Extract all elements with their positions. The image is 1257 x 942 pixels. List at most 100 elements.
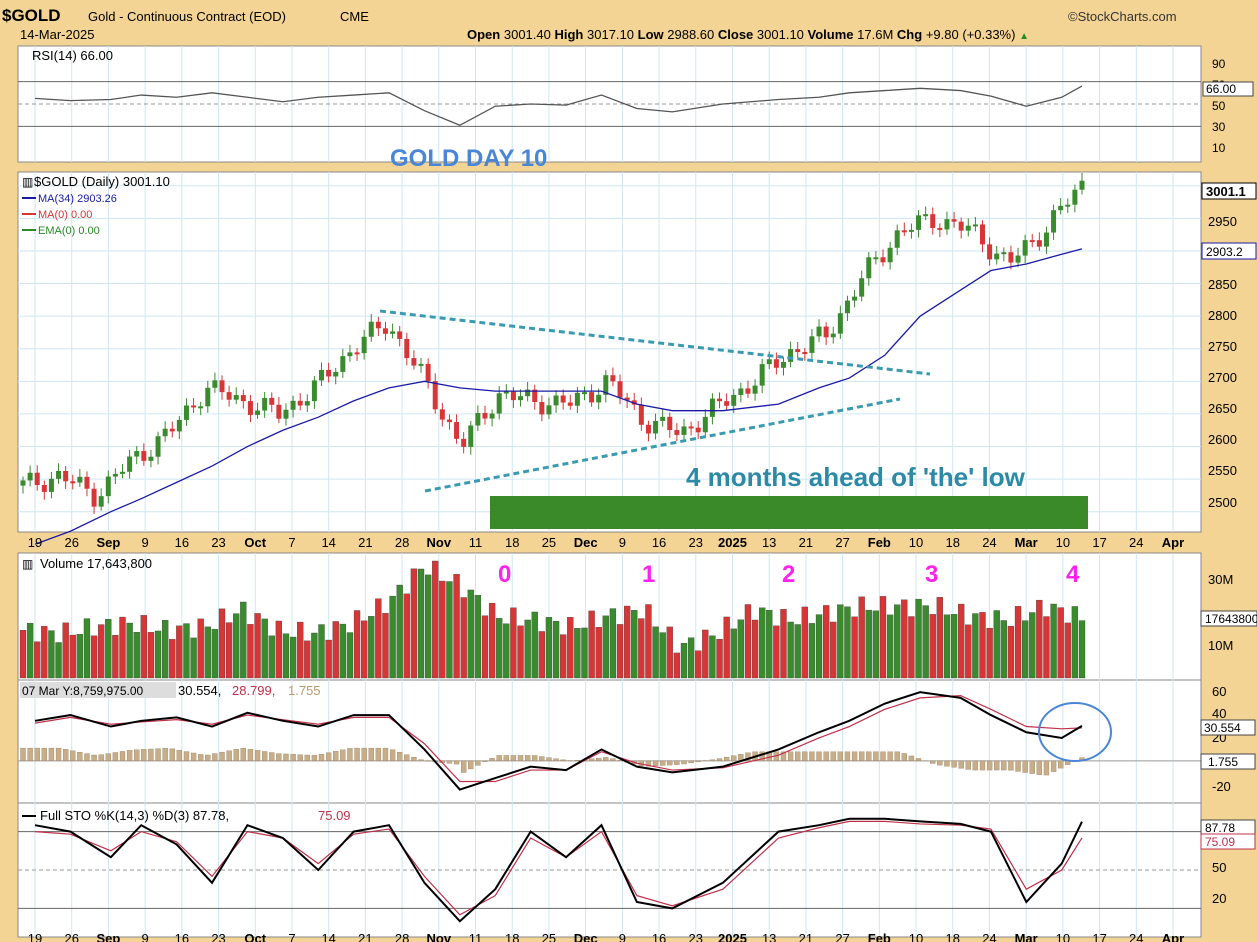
x-tick-label: 9: [619, 535, 626, 550]
macd-chart: [18, 691, 1201, 791]
low-value: 2988.60: [667, 27, 715, 42]
volume-tick: 10M: [1208, 638, 1233, 653]
volume-bar: [709, 635, 716, 679]
macd-hist-bar: [1008, 760, 1014, 771]
cycle-label-1: 1: [642, 561, 655, 588]
price-chart: [20, 173, 1085, 545]
candle-body: [70, 481, 76, 484]
candle-body: [901, 230, 907, 233]
volume-bar: [723, 616, 730, 679]
volume-bar: [1007, 625, 1015, 679]
x-tick-label: 19: [28, 535, 42, 550]
x-tick-label: Feb: [868, 931, 891, 942]
candle-body: [34, 472, 40, 486]
x-tick-label: 9: [142, 931, 149, 942]
ma-value-box: [1201, 242, 1257, 260]
x-tick-label: 26: [64, 535, 78, 550]
close-value: 3001.10: [756, 27, 804, 42]
macd-hist-bar: [823, 751, 829, 762]
macd-hist-bar: [880, 751, 886, 762]
candle-body: [660, 416, 666, 421]
x-tick-label: 16: [652, 931, 666, 942]
cycle-label-4: 4: [1066, 561, 1080, 588]
rsi-value-box: [1202, 81, 1254, 97]
resistance-trendline: [379, 309, 931, 376]
volume-bar: [943, 614, 951, 679]
macd-hist-bar: [240, 748, 246, 762]
macd-tick: -20: [1212, 779, 1231, 794]
volume-bar: [759, 607, 766, 679]
candle-body: [198, 406, 204, 409]
x-axis-top: 19 26 Sep 9 16 23 Oct 7 14 21 28 Nov 11 18 25 Dec 9 16 23 2…: [28, 535, 1184, 550]
macd-hist-bar: [958, 760, 964, 769]
macd-hist-bar: [979, 760, 986, 771]
candle-body: [226, 392, 232, 400]
macd-hist-bar: [645, 760, 652, 767]
macd-hist-bar: [546, 757, 552, 762]
ma34-line: [34, 248, 1083, 545]
volume-bar: [190, 637, 197, 679]
volume-bar: [965, 624, 972, 679]
volume-bar: [318, 624, 325, 679]
volume-bar: [531, 611, 538, 679]
macd-value-label: 30.554,: [178, 683, 221, 698]
stochastic-chart: [18, 817, 1201, 923]
macd-hist-bar: [20, 747, 26, 762]
volume-bar: [822, 605, 830, 679]
volume-bar: [908, 616, 915, 679]
volume-bar: [1036, 599, 1043, 679]
volume-bar: [112, 635, 119, 679]
macd-hist-bar: [34, 747, 40, 762]
volume-bar: [496, 618, 503, 679]
macd-hist-bar: [588, 758, 595, 762]
macd-hist-bar: [716, 758, 723, 762]
x-tick-label: Sep: [96, 931, 120, 942]
candle-body: [873, 257, 879, 260]
volume-bar: [254, 613, 261, 679]
candle-body: [994, 253, 1000, 260]
macd-hist-bar: [126, 750, 133, 762]
macd-hist-bar: [503, 755, 509, 762]
ma-value: 2903.2: [1206, 245, 1243, 259]
volume-bar: [695, 650, 702, 679]
volume-bar: [410, 568, 418, 679]
volume-bar: [396, 584, 403, 679]
low-label: Low: [637, 27, 664, 42]
candle-body: [368, 321, 374, 337]
candle-body: [908, 229, 914, 232]
volume-bar: [176, 625, 183, 679]
volume-bar: [1021, 620, 1029, 679]
volume-bar: [815, 614, 823, 679]
candle-body: [923, 214, 929, 217]
x-tick-label: 23: [211, 535, 225, 550]
volume-bar: [922, 605, 929, 679]
x-tick-label: 10: [909, 535, 923, 550]
x-tick-label: 21: [799, 931, 813, 942]
x-tick-label: 18: [946, 535, 960, 550]
macd-hist-bar: [297, 754, 303, 762]
macd-hist-bar: [496, 755, 502, 762]
macd-hist-bar: [190, 752, 197, 762]
sto-tick: 50: [1212, 860, 1226, 875]
volume-bar: [346, 632, 354, 679]
candle-body: [319, 369, 325, 381]
candle-body: [603, 375, 609, 395]
volume-bar: [225, 622, 233, 679]
macd-hist-bar: [759, 751, 765, 762]
volume-bar: [424, 574, 432, 679]
candle-body: [169, 428, 175, 432]
macd-hist-bar: [951, 760, 957, 768]
x-tick-label: Nov: [427, 535, 452, 550]
candle-body: [887, 247, 893, 263]
macd-hist-bar: [915, 758, 922, 762]
candle-body: [390, 331, 396, 334]
macd-tooltip-bg: [20, 682, 176, 698]
macd-hist-bar: [859, 751, 865, 762]
candle-body: [468, 425, 474, 447]
candle-body: [574, 392, 580, 406]
x-tick-label: 9: [619, 931, 626, 942]
candle-body: [1022, 240, 1028, 256]
volume-bar: [545, 617, 553, 679]
macd-hist-bar: [119, 751, 126, 762]
volume-bar: [417, 568, 425, 679]
